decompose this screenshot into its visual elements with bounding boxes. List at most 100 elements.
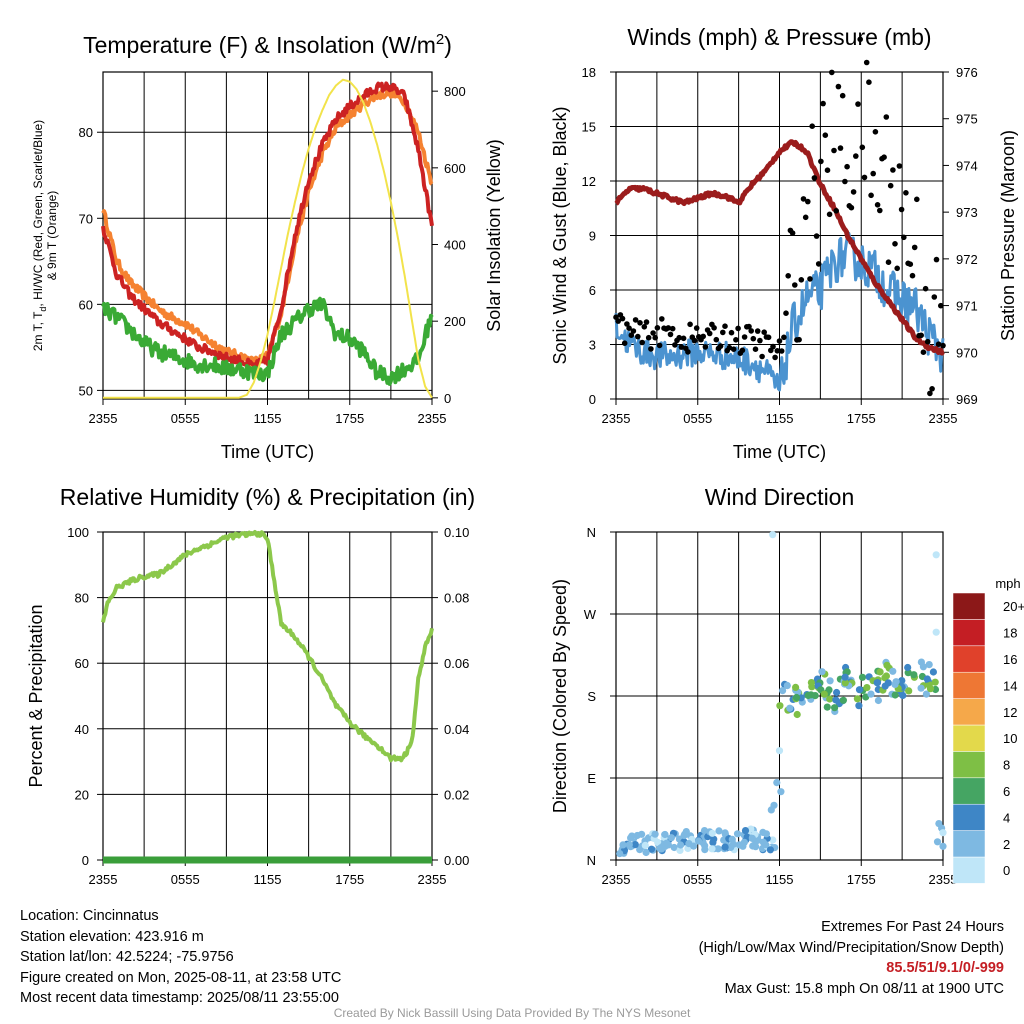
gust-point (892, 241, 898, 247)
y-tick-label: 60 (79, 297, 93, 312)
legend-swatch (952, 751, 986, 779)
direction-point (923, 675, 931, 683)
direction-point (779, 687, 787, 695)
gust-point (619, 315, 626, 322)
direction-point (853, 695, 862, 703)
y-tick-label: 18 (582, 65, 596, 80)
gust-point (639, 339, 645, 346)
y2-axis-title: Station Pressure (Maroon) (998, 130, 1018, 341)
direction-point (855, 686, 864, 694)
info-created: Figure created on Mon, 2025-08-11, at 23… (20, 969, 342, 986)
direction-point (767, 806, 775, 814)
x-tick-label: 2355 (929, 411, 958, 426)
direction-point (793, 710, 801, 719)
gust-point (811, 175, 818, 181)
gust-point (774, 348, 781, 354)
direction-point (932, 551, 940, 559)
direction-point (708, 829, 716, 837)
direction-point (855, 702, 863, 710)
gust-point (741, 334, 748, 340)
y-axis-title-line1: 2m T, Td, HI/WC (Red, Green, Scarlet/Blu… (31, 120, 48, 351)
legend-label: 20+ (1003, 599, 1024, 614)
y-axis-title: Direction (Colored By Speed) (550, 579, 570, 813)
direction-point (729, 840, 738, 848)
y2-tick-label: 0.10 (444, 525, 469, 540)
direction-point (792, 693, 801, 702)
y2-tick-label: 972 (956, 252, 978, 267)
gust-point (809, 123, 815, 129)
gust-point (903, 190, 909, 196)
y-axis-title-line2: & 9m T (Orange) (45, 191, 59, 281)
y-tick-label: 15 (582, 120, 596, 135)
x-tick-label: 1755 (335, 872, 364, 887)
gust-point (757, 337, 763, 344)
temp-2m-red-line (101, 81, 434, 370)
y2-tick-label: 0.00 (444, 853, 469, 868)
x-tick-label: 2355 (418, 411, 447, 426)
gust-point (635, 333, 641, 340)
gust-point (621, 340, 628, 347)
gust-point (722, 323, 728, 330)
direction-point (641, 841, 649, 850)
gust-point (938, 302, 944, 309)
direction-point (831, 704, 839, 712)
direction-point (910, 671, 918, 679)
gust-point (831, 147, 837, 154)
gust-point (641, 324, 648, 330)
legend-swatch (952, 856, 986, 884)
gust-point (637, 320, 643, 326)
gust-point (711, 325, 717, 331)
direction-point (939, 829, 947, 837)
gust-point (866, 79, 872, 85)
x-tick-label: 1755 (847, 872, 876, 887)
info-timestamp: Most recent data timestamp: 2025/08/11 2… (20, 990, 339, 1006)
gust-point (837, 145, 844, 151)
direction-point (752, 843, 760, 851)
y2-tick-label: 0.02 (444, 787, 469, 802)
gust-point (911, 244, 918, 251)
x-tick-label: 2355 (602, 411, 631, 426)
direction-point (769, 836, 777, 844)
direction-point (667, 834, 676, 842)
gust-point (833, 208, 839, 214)
direction-point (690, 842, 698, 850)
direction-point (740, 838, 749, 846)
gust-point (815, 261, 822, 267)
legend-swatch (952, 777, 986, 805)
direction-point (823, 703, 831, 711)
direction-point (833, 688, 841, 697)
x-tick-label: 2355 (89, 411, 118, 426)
gust-point (931, 294, 938, 300)
direction-point (661, 830, 669, 839)
y-tick-label: 40 (75, 722, 89, 737)
gust-point (781, 334, 787, 341)
gust-point (728, 329, 735, 336)
gust-point (920, 349, 927, 356)
gust-point (761, 329, 767, 336)
gust-point (735, 325, 741, 332)
gust-point (877, 207, 883, 214)
gust-point (700, 333, 706, 340)
direction-point (867, 690, 875, 698)
direction-point (904, 663, 912, 672)
direction-point (891, 680, 899, 689)
y2-tick-label: 976 (956, 65, 978, 80)
gust-point (765, 334, 772, 341)
panel-winds (615, 71, 944, 400)
gust-point (883, 114, 890, 120)
x-tick-label: 1155 (766, 411, 794, 426)
legend-swatch (952, 830, 986, 858)
panel-humidity (102, 531, 433, 861)
y-axis-title: Percent & Precipitation (26, 604, 46, 787)
y-axis-title: Sonic Wind & Gust (Blue, Black) (550, 106, 570, 364)
extremes-block: Extremes For Past 24 Hours (High/Low/Max… (699, 917, 1004, 999)
gust-point (693, 325, 700, 331)
gust-point (820, 100, 826, 107)
gust-point (818, 158, 824, 165)
y2-tick-label: 600 (444, 161, 466, 176)
gust-point (874, 202, 881, 208)
direction-point (663, 839, 671, 847)
y-tick-label: 80 (79, 125, 93, 140)
y-tick-label: 100 (67, 525, 89, 540)
y2-tick-label: 973 (956, 205, 978, 220)
